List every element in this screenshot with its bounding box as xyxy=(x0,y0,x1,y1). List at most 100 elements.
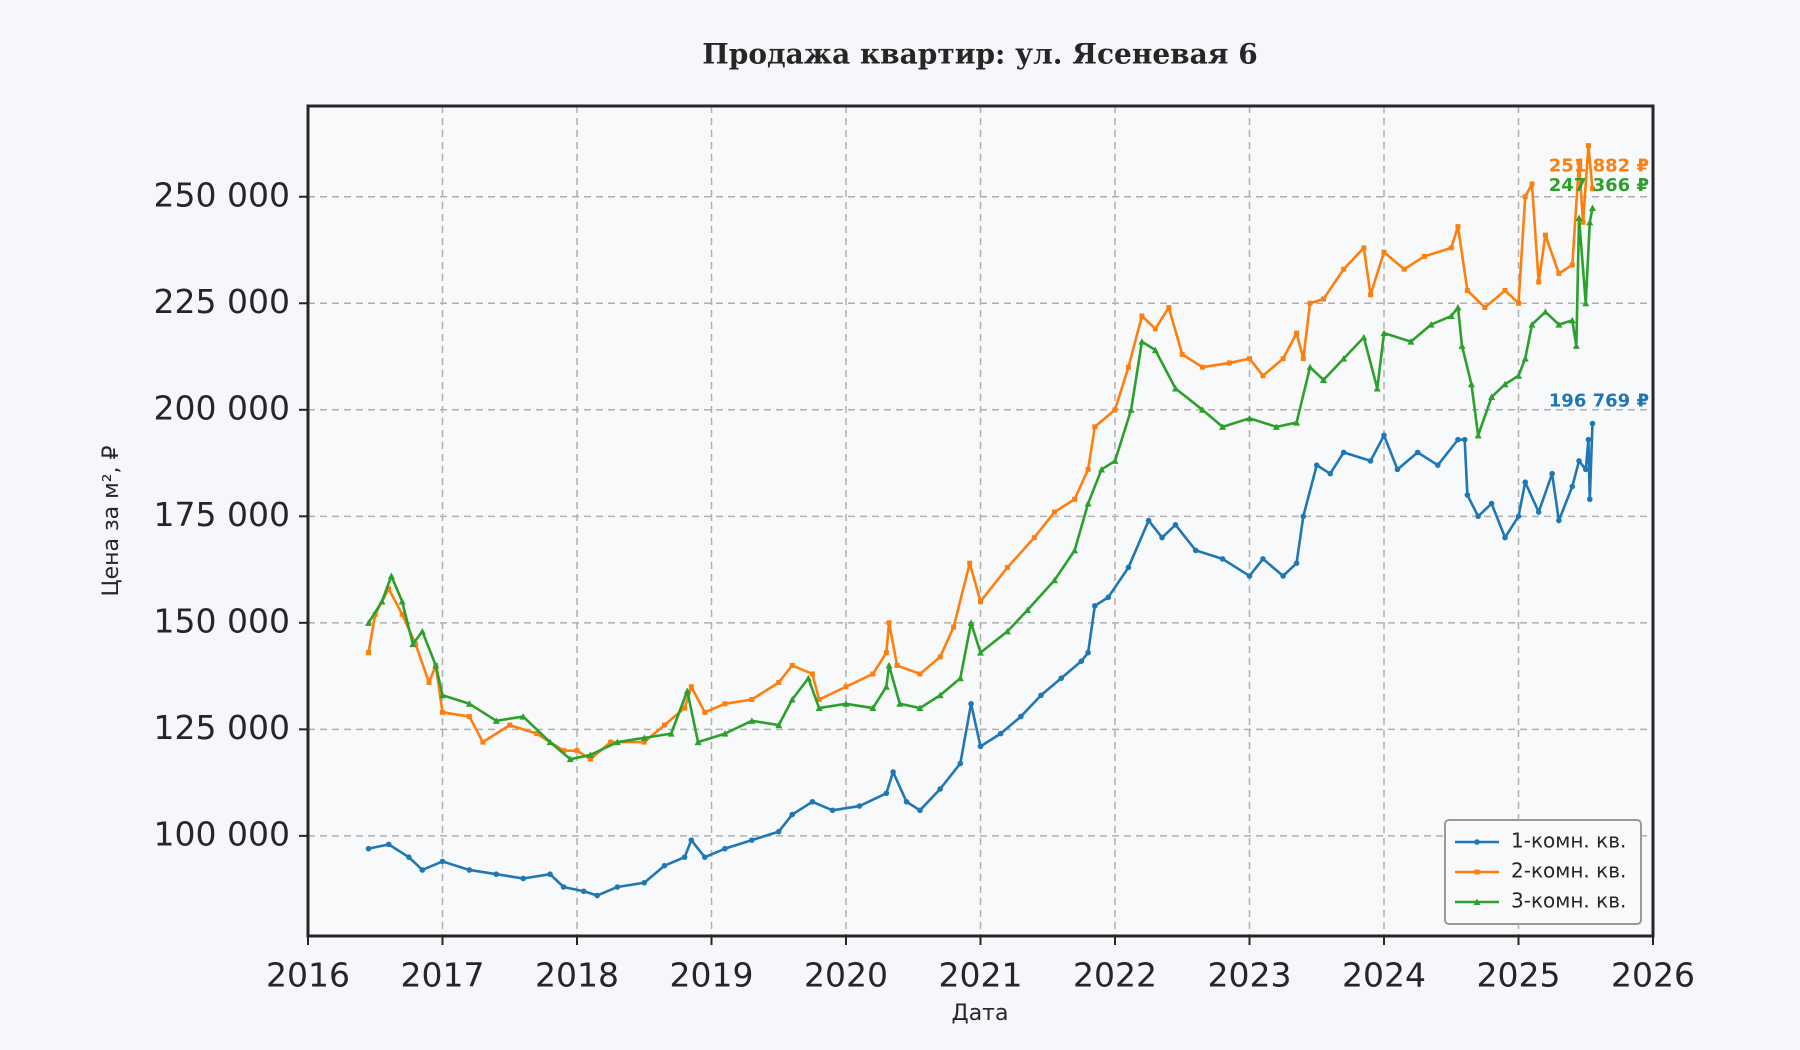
point xyxy=(1367,458,1374,464)
point xyxy=(640,734,648,741)
point xyxy=(1588,204,1596,211)
point xyxy=(1522,194,1528,200)
point xyxy=(1568,316,1576,324)
point xyxy=(1192,547,1199,554)
point xyxy=(967,619,975,626)
point xyxy=(681,854,688,860)
point xyxy=(1294,330,1300,336)
point xyxy=(560,884,567,890)
point xyxy=(829,807,836,814)
point xyxy=(493,871,500,878)
point xyxy=(688,684,694,690)
point xyxy=(1455,224,1461,230)
point xyxy=(1306,363,1314,371)
point xyxy=(1071,546,1079,554)
point xyxy=(856,803,863,809)
point xyxy=(997,730,1004,737)
point xyxy=(1320,296,1326,302)
point xyxy=(815,704,823,712)
point xyxy=(749,837,755,843)
point xyxy=(1050,576,1058,584)
point xyxy=(1473,898,1481,905)
point xyxy=(1576,458,1582,464)
point xyxy=(1038,692,1044,699)
point xyxy=(1407,338,1415,345)
point xyxy=(816,697,822,703)
x-tick-label: 2019 xyxy=(670,956,754,995)
point xyxy=(1111,457,1119,464)
point xyxy=(1198,406,1206,413)
point xyxy=(378,598,386,605)
point xyxy=(1529,181,1535,187)
point xyxy=(1381,249,1387,255)
point xyxy=(903,798,910,805)
point xyxy=(399,611,405,617)
point xyxy=(519,713,527,720)
point xyxy=(775,721,783,729)
point xyxy=(917,807,923,814)
point xyxy=(1455,436,1461,443)
point xyxy=(1051,509,1057,515)
point xyxy=(1589,186,1595,192)
point xyxy=(1293,560,1300,566)
point xyxy=(1341,266,1347,272)
point xyxy=(682,705,688,711)
point xyxy=(1112,407,1118,413)
point xyxy=(1092,424,1098,430)
point xyxy=(1549,470,1555,477)
point xyxy=(683,687,691,695)
point xyxy=(1458,342,1466,349)
point xyxy=(1516,300,1521,306)
point xyxy=(1084,500,1092,507)
point xyxy=(1582,466,1589,473)
legend-label: 3-комн. кв. xyxy=(1511,889,1626,913)
point xyxy=(1380,329,1388,337)
point xyxy=(439,858,446,865)
point xyxy=(1172,384,1180,392)
point xyxy=(398,598,406,605)
point xyxy=(1421,253,1427,259)
point xyxy=(1475,513,1481,520)
x-tick-label: 2026 xyxy=(1611,956,1695,995)
point xyxy=(1482,305,1488,311)
point xyxy=(1340,355,1348,362)
point xyxy=(1474,869,1480,875)
point xyxy=(1448,245,1454,251)
point xyxy=(937,654,943,660)
point xyxy=(613,738,621,746)
point xyxy=(1474,431,1482,439)
point xyxy=(870,671,876,677)
legend: 1-комн. кв. 2-комн. кв. 3-комн. кв. xyxy=(1444,819,1642,925)
point xyxy=(1280,356,1286,362)
point xyxy=(365,619,373,626)
point xyxy=(661,862,668,869)
point xyxy=(1226,360,1232,366)
point xyxy=(1024,606,1032,614)
point xyxy=(1536,279,1542,285)
point xyxy=(1166,305,1172,311)
point xyxy=(667,730,675,737)
point xyxy=(1246,573,1253,579)
point xyxy=(1488,393,1496,401)
point xyxy=(1541,308,1549,315)
point xyxy=(896,700,904,707)
point xyxy=(641,739,647,745)
point xyxy=(1085,649,1091,656)
point xyxy=(406,854,412,860)
point xyxy=(1058,675,1064,682)
point xyxy=(936,691,944,699)
point xyxy=(1515,513,1522,520)
point xyxy=(1138,338,1146,345)
legend-label: 2-комн. кв. xyxy=(1511,859,1626,883)
point xyxy=(957,760,964,767)
point xyxy=(1152,326,1158,332)
point xyxy=(1535,509,1542,515)
point xyxy=(1145,517,1152,524)
point xyxy=(1368,292,1374,298)
y-tick-label: 225 000 xyxy=(154,282,290,321)
point xyxy=(1361,245,1367,251)
point xyxy=(804,674,812,682)
x-tick-label: 2025 xyxy=(1477,956,1561,995)
point xyxy=(1381,432,1387,439)
